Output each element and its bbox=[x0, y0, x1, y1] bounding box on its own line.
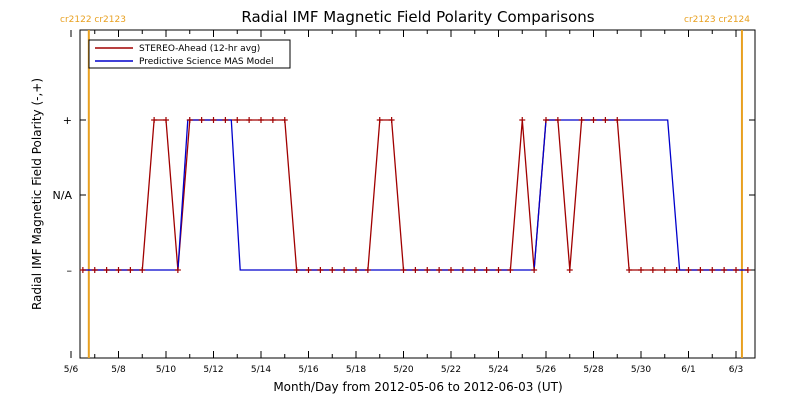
x-tick-label-8: 5/22 bbox=[441, 365, 461, 375]
series-0-point-5 bbox=[139, 267, 146, 273]
series-0-point-39 bbox=[543, 117, 549, 123]
x-tick-label-4: 5/14 bbox=[251, 365, 271, 375]
x-tick-label-7: 5/20 bbox=[393, 365, 413, 375]
legend-label-mas: Predictive Science MAS Model bbox=[139, 57, 274, 67]
series-0-point-48 bbox=[649, 267, 656, 273]
series-0-point-4 bbox=[127, 267, 134, 273]
series-0-point-45 bbox=[614, 117, 621, 123]
series-0-point-24 bbox=[364, 267, 371, 273]
series-0-point-6 bbox=[151, 117, 158, 123]
series-0-point-29 bbox=[424, 267, 431, 273]
series-0-point-46 bbox=[626, 267, 633, 273]
series-0-point-12 bbox=[222, 117, 229, 123]
x-tick-label-14: 6/3 bbox=[729, 365, 743, 375]
series-0-point-31 bbox=[448, 267, 454, 273]
plot-frame bbox=[79, 29, 756, 359]
x-axis-label: Month/Day from 2012-05-06 to 2012-06-03 … bbox=[273, 380, 562, 394]
x-tick-label-3: 5/12 bbox=[203, 365, 223, 375]
x-tick-label-6: 5/18 bbox=[346, 365, 366, 375]
series-0-point-23 bbox=[353, 267, 359, 273]
series-0-point-36 bbox=[507, 267, 514, 273]
series-0-point-18 bbox=[293, 267, 300, 273]
x-tick-label-10: 5/26 bbox=[536, 365, 556, 375]
carrington-label-1: cr2123 cr2124 bbox=[684, 15, 750, 25]
x-tick-label-0: 5/6 bbox=[64, 365, 79, 375]
series-0-point-3 bbox=[115, 267, 122, 273]
y-tick-label-2: – bbox=[67, 264, 73, 277]
series-0-point-47 bbox=[638, 267, 644, 273]
x-tick-label-13: 6/1 bbox=[681, 365, 695, 375]
series-0-point-2 bbox=[103, 267, 110, 273]
x-axis: 5/6 5/8 5/10 5/12 5/14 5/16 5/18 5/20 5/22 5/24 5/… bbox=[64, 30, 743, 375]
series-0-point-53 bbox=[709, 267, 716, 273]
series-0-point-56 bbox=[744, 267, 751, 273]
series-line-1 bbox=[82, 119, 748, 271]
series-0-point-52 bbox=[697, 267, 704, 273]
series-0-point-44 bbox=[602, 117, 609, 123]
series-0-point-37 bbox=[519, 117, 526, 123]
series-0-point-41 bbox=[566, 267, 573, 273]
series-0-point-50 bbox=[673, 267, 680, 273]
series-0-point-43 bbox=[590, 117, 597, 123]
carrington-markers: cr2122 cr2123 cr2123 cr2124 bbox=[60, 15, 750, 358]
series-0-point-16 bbox=[269, 117, 276, 123]
y-tick-label-0: + bbox=[63, 114, 72, 127]
legend: STEREO-Ahead (12-hr avg) Predictive Scie… bbox=[88, 39, 291, 69]
x-tick-label-9: 5/24 bbox=[488, 365, 508, 375]
series-0-point-34 bbox=[483, 267, 490, 273]
series-0-point-0 bbox=[79, 267, 86, 273]
series-0-point-28 bbox=[412, 267, 419, 273]
legend-label-stereo: STEREO-Ahead (12-hr avg) bbox=[139, 44, 260, 54]
series-0-point-49 bbox=[661, 267, 668, 273]
series-0-point-21 bbox=[329, 267, 336, 273]
x-tick-label-5: 5/16 bbox=[298, 365, 318, 375]
series-0-point-32 bbox=[459, 267, 466, 273]
series-0-point-1 bbox=[91, 267, 98, 273]
series-0-point-55 bbox=[733, 267, 739, 273]
y-tick-label-1: N/A bbox=[53, 189, 73, 202]
series-0-point-9 bbox=[186, 117, 193, 123]
series-0-point-42 bbox=[578, 117, 585, 123]
x-tick-label-2: 5/10 bbox=[156, 365, 176, 375]
series-0-point-26 bbox=[388, 117, 395, 123]
series-0-point-11 bbox=[210, 117, 217, 123]
x-tick-label-1: 5/8 bbox=[111, 365, 126, 375]
series-0-point-17 bbox=[281, 117, 288, 123]
y-axis-label: Radial IMF Magnetic Field Polarity (-,+) bbox=[30, 78, 44, 310]
series-0-point-15 bbox=[258, 117, 264, 123]
series-0-point-7 bbox=[163, 117, 169, 123]
series-0-point-35 bbox=[495, 267, 502, 273]
series-0-point-54 bbox=[721, 267, 728, 273]
x-tick-label-11: 5/28 bbox=[583, 365, 603, 375]
series-lines bbox=[82, 119, 748, 271]
series-0-point-14 bbox=[246, 117, 253, 123]
series-0-point-33 bbox=[471, 267, 478, 273]
carrington-label-0: cr2122 cr2123 bbox=[60, 15, 126, 25]
chart-title: Radial IMF Magnetic Field Polarity Compa… bbox=[241, 8, 594, 26]
series-0-point-30 bbox=[436, 267, 443, 273]
series-0-point-38 bbox=[531, 267, 538, 273]
series-0-point-10 bbox=[198, 117, 205, 123]
series-0-point-25 bbox=[376, 117, 383, 123]
series-0-point-27 bbox=[400, 267, 407, 273]
x-tick-label-12: 5/30 bbox=[631, 365, 651, 375]
legend-box bbox=[88, 39, 291, 69]
series-markers bbox=[79, 117, 751, 273]
series-0-point-8 bbox=[174, 267, 181, 273]
series-0-point-22 bbox=[341, 267, 348, 273]
series-0-point-51 bbox=[685, 267, 692, 273]
series-0-point-20 bbox=[317, 267, 324, 273]
series-0-point-13 bbox=[234, 117, 241, 123]
series-0-point-19 bbox=[305, 267, 312, 273]
series-0-point-40 bbox=[554, 117, 561, 123]
y-axis: + N/A – bbox=[53, 114, 755, 277]
